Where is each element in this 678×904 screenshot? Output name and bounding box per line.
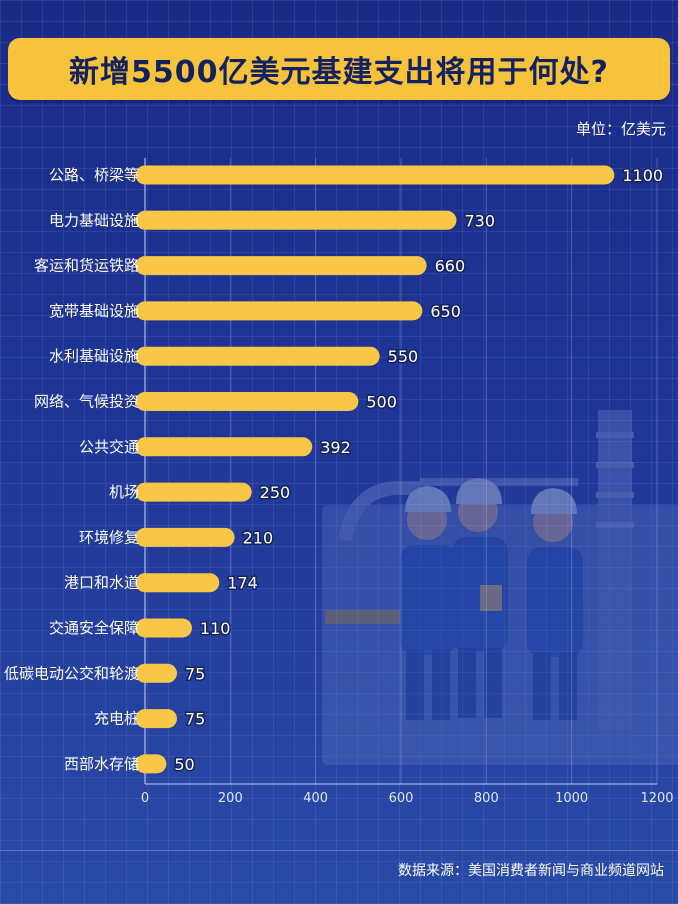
category-label: 充电桩 — [94, 710, 139, 728]
value-label: 392 — [320, 438, 351, 457]
value-label: 730 — [464, 211, 495, 230]
unit-label: 单位：亿美元 — [575, 120, 666, 138]
bar — [135, 346, 380, 366]
category-label: 电力基础设施 — [49, 211, 139, 229]
value-label: 500 — [366, 393, 397, 412]
value-label: 650 — [430, 302, 461, 321]
bar — [135, 301, 423, 321]
category-label: 交通安全保障 — [49, 619, 139, 637]
source-label: 数据来源：美国消费者新闻与商业频道网站 — [398, 863, 664, 879]
chart-title: 新增5500亿美元基建支出将用于何处? — [69, 55, 609, 90]
category-label: 公路、桥梁等 — [49, 166, 139, 184]
category-label: 低碳电动公交和轮渡 — [4, 664, 139, 682]
x-tick-label: 400 — [303, 791, 328, 806]
category-label: 环境修复 — [79, 528, 139, 546]
category-label: 西部水存储 — [64, 755, 139, 773]
category-label: 客运和货运铁路 — [34, 257, 139, 275]
x-tick-label: 800 — [474, 791, 499, 806]
bar — [135, 392, 359, 411]
value-label: 110 — [200, 619, 231, 638]
x-tick-label: 1200 — [640, 791, 673, 806]
category-label: 公共交通 — [79, 438, 139, 456]
value-label: 210 — [243, 528, 274, 547]
bar — [135, 256, 427, 276]
bar-chart: 0 200 400 600 800 1000 1200 公路、桥梁等 1100 电力基础设施 730… — [4, 158, 674, 806]
value-label: 174 — [227, 574, 258, 593]
bar — [135, 754, 167, 774]
value-label: 1100 — [622, 166, 663, 185]
category-label: 宽带基础设施 — [49, 302, 139, 320]
x-tick-label: 200 — [218, 791, 243, 806]
bar — [135, 618, 192, 638]
value-label: 660 — [435, 257, 466, 276]
value-label: 50 — [174, 755, 194, 774]
title-banner: 新增5500亿美元基建支出将用于何处? — [8, 38, 670, 100]
value-label: 75 — [185, 664, 205, 683]
bar — [135, 573, 220, 593]
category-label: 网络、气候投资 — [34, 393, 139, 411]
x-tick-label: 0 — [141, 791, 149, 806]
x-tick-label: 600 — [389, 791, 414, 806]
bar — [135, 709, 177, 729]
bar — [135, 210, 457, 230]
bar — [135, 527, 235, 547]
footer-divider — [0, 850, 678, 851]
bar — [135, 165, 615, 185]
category-label: 机场 — [109, 483, 139, 501]
category-label: 水利基础设施 — [49, 347, 139, 365]
value-label: 250 — [260, 483, 291, 502]
x-tick-label: 1000 — [555, 791, 588, 806]
category-label: 港口和水道 — [64, 574, 139, 592]
bar — [135, 437, 313, 457]
value-label: 550 — [388, 347, 419, 366]
bar — [135, 663, 177, 683]
value-label: 75 — [185, 710, 205, 729]
bar — [135, 482, 252, 502]
